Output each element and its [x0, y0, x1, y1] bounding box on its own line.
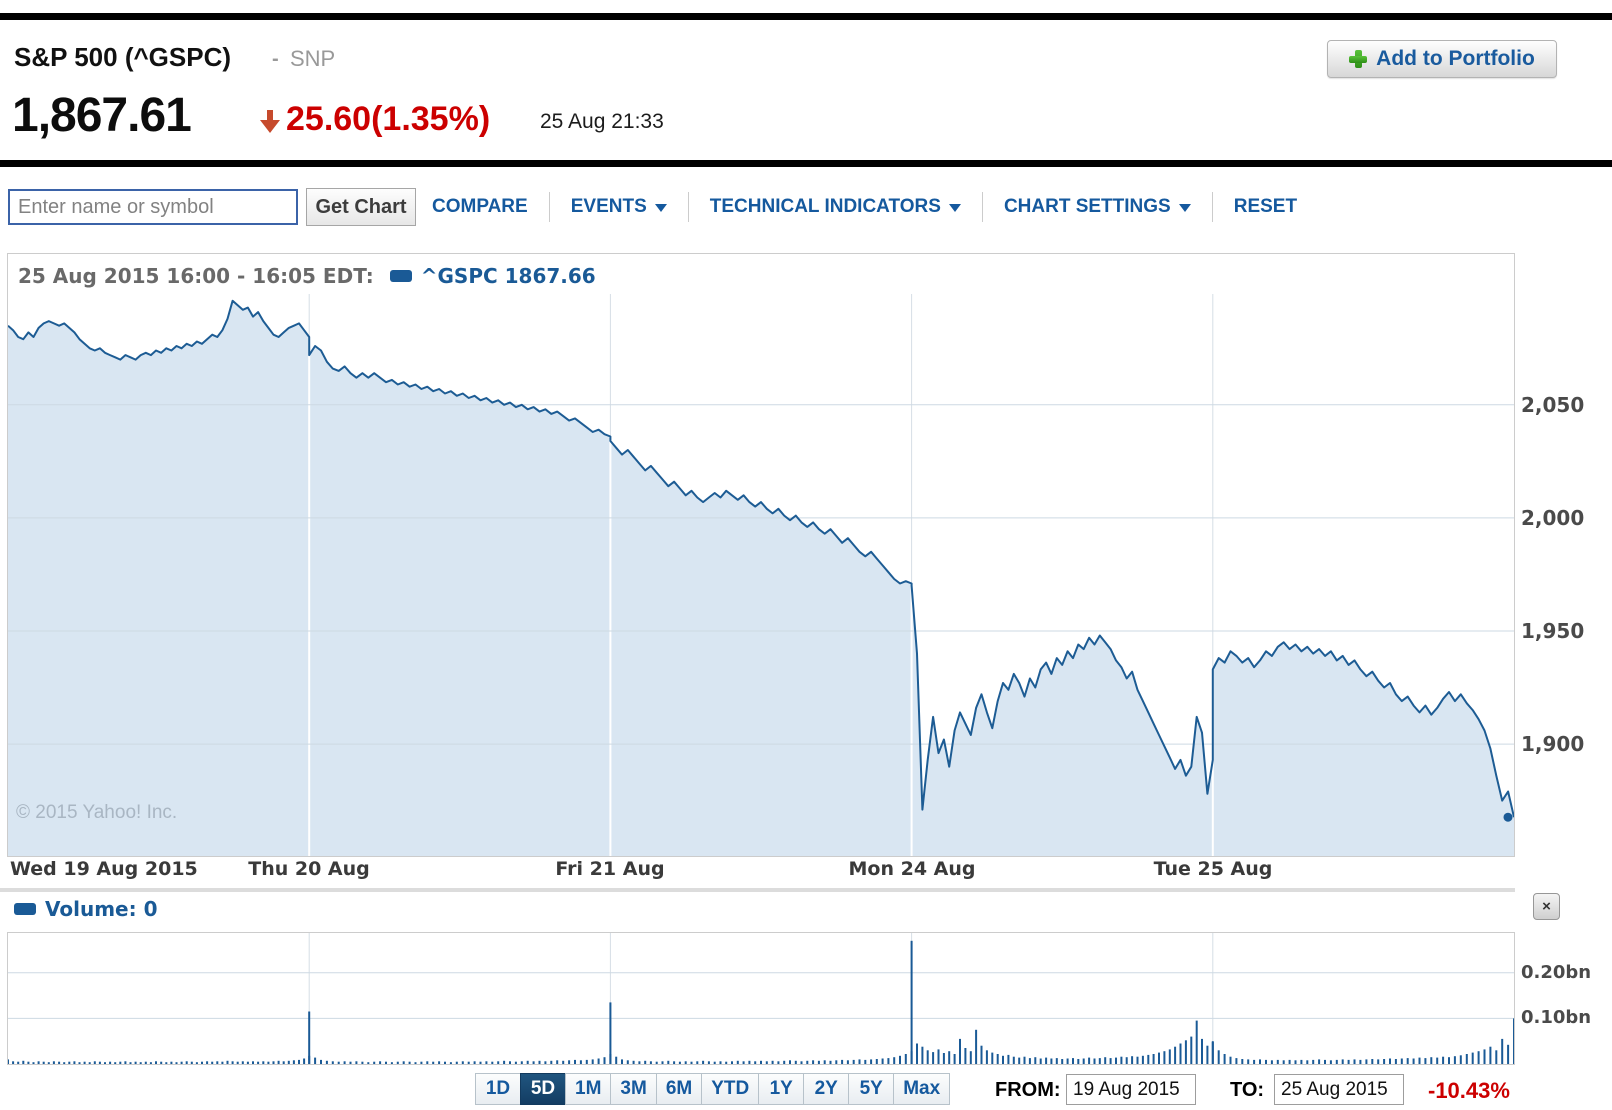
menu-item-technical-indicators[interactable]: TECHNICAL INDICATORS — [710, 196, 961, 218]
menu-item-label: TECHNICAL INDICATORS — [709, 196, 941, 217]
header-divider-bar — [0, 160, 1612, 167]
volume-y-axis: 0.10bn 0.20bn — [1521, 933, 1611, 1064]
range-button-2y[interactable]: 2Y — [803, 1073, 850, 1105]
quote-timestamp: 25 Aug 21:33 — [540, 110, 664, 133]
range-button-6m[interactable]: 6M — [655, 1073, 703, 1105]
menu-separator — [548, 192, 550, 222]
menu-item-label: EVENTS — [570, 196, 647, 217]
symbol-search-input[interactable] — [8, 189, 298, 225]
range-button-1m[interactable]: 1M — [565, 1073, 612, 1105]
menu-item-events[interactable]: EVENTS — [571, 196, 667, 218]
date-label: Thu 20 Aug — [248, 858, 370, 880]
price-tick-label: 2,050 — [1521, 393, 1585, 417]
get-chart-button[interactable]: Get Chart — [306, 188, 416, 226]
range-button-1y[interactable]: 1Y — [758, 1073, 805, 1105]
to-date-input[interactable] — [1274, 1074, 1404, 1105]
close-icon: × — [1542, 898, 1551, 915]
legend-series-value: ^GSPC 1867.66 — [420, 264, 596, 288]
add-to-portfolio-label: Add to Portfolio — [1376, 47, 1535, 70]
price-change: 25.60(1.35%) — [286, 100, 490, 139]
top-divider-bar — [0, 13, 1612, 20]
symbol-title: S&P 500 (^GSPC) — [14, 42, 232, 72]
range-button-5d[interactable]: 5D — [520, 1073, 566, 1105]
menu-item-label: COMPARE — [432, 196, 528, 217]
date-label: Mon 24 Aug — [848, 858, 976, 880]
range-button-max[interactable]: Max — [893, 1073, 951, 1105]
price-tick-label: 2,000 — [1521, 506, 1585, 530]
caret-down-icon — [1178, 204, 1191, 212]
volume-legend-label: Volume: 0 — [45, 897, 158, 921]
exchange-label: SNP — [290, 46, 336, 71]
title-separator: - — [272, 48, 279, 70]
period-change-percent: -10.43% — [1428, 1078, 1510, 1103]
close-volume-button[interactable]: × — [1533, 893, 1560, 920]
menu-item-reset[interactable]: RESET — [1234, 196, 1297, 218]
change-value: 25.60 — [286, 100, 372, 138]
last-price: 1,867.61 — [12, 89, 192, 142]
price-tick-label: 1,900 — [1521, 732, 1585, 756]
menu-item-compare[interactable]: COMPARE — [432, 196, 528, 218]
caret-down-icon — [948, 204, 961, 212]
volume-legend: Volume: 0 — [14, 897, 158, 921]
volume-tick-label: 0.10bn — [1521, 1007, 1592, 1028]
add-to-portfolio-button[interactable]: Add to Portfolio — [1327, 40, 1557, 78]
caret-down-icon — [654, 204, 667, 212]
menu-item-label: CHART SETTINGS — [1003, 196, 1171, 217]
to-label: TO: — [1230, 1079, 1265, 1101]
date-label: Tue 25 Aug — [1153, 858, 1273, 880]
price-tick-label: 1,950 — [1521, 619, 1585, 643]
range-button-5y[interactable]: 5Y — [848, 1073, 895, 1105]
down-arrow-icon — [260, 110, 280, 134]
chart-menu-row: COMPARE EVENTS TECHNICAL INDICATORS CHART S… — [432, 188, 1297, 226]
volume-chart-panel — [7, 932, 1515, 1065]
menu-item-chart-settings[interactable]: CHART SETTINGS — [1004, 196, 1191, 218]
volume-tick-label: 0.20bn — [1521, 962, 1592, 983]
price-area-chart[interactable] — [8, 294, 1514, 856]
legend-datetime: 25 Aug 2015 16:00 - 16:05 EDT: — [18, 264, 374, 288]
menu-separator — [1211, 192, 1213, 222]
date-x-axis: Wed 19 Aug 2015 Thu 20 Aug Fri 21 Aug Mon 2… — [8, 858, 1514, 884]
range-button-ytd[interactable]: YTD — [701, 1073, 760, 1105]
volume-swatch-icon — [14, 903, 36, 915]
from-label: FROM: — [995, 1079, 1061, 1101]
menu-separator — [687, 192, 689, 222]
date-label: Wed 19 Aug 2015 — [10, 858, 198, 880]
change-percent: (1.35%) — [371, 100, 491, 138]
plus-icon — [1349, 50, 1368, 68]
menu-item-label: RESET — [1233, 196, 1298, 217]
series-swatch-icon — [389, 270, 412, 282]
price-chart-legend: 25 Aug 2015 16:00 - 16:05 EDT: ^GSPC 186… — [18, 262, 596, 290]
price-chart-panel: 25 Aug 2015 16:00 - 16:05 EDT: ^GSPC 186… — [7, 253, 1515, 857]
price-y-axis: 1,900 1,950 2,000 2,050 — [1521, 294, 1611, 856]
from-date-input[interactable] — [1066, 1074, 1196, 1105]
time-range-buttons: 1D 5D 1M 3M 6M YTD 1Y 2Y 5Y Max — [475, 1073, 951, 1105]
range-button-1d[interactable]: 1D — [475, 1073, 521, 1105]
panel-divider — [0, 888, 1515, 892]
menu-separator — [981, 192, 983, 222]
copyright-watermark: © 2015 Yahoo! Inc. — [16, 802, 178, 823]
date-label: Fri 21 Aug — [555, 858, 665, 880]
range-button-3m[interactable]: 3M — [610, 1073, 657, 1105]
volume-bar-chart[interactable] — [8, 933, 1514, 1064]
